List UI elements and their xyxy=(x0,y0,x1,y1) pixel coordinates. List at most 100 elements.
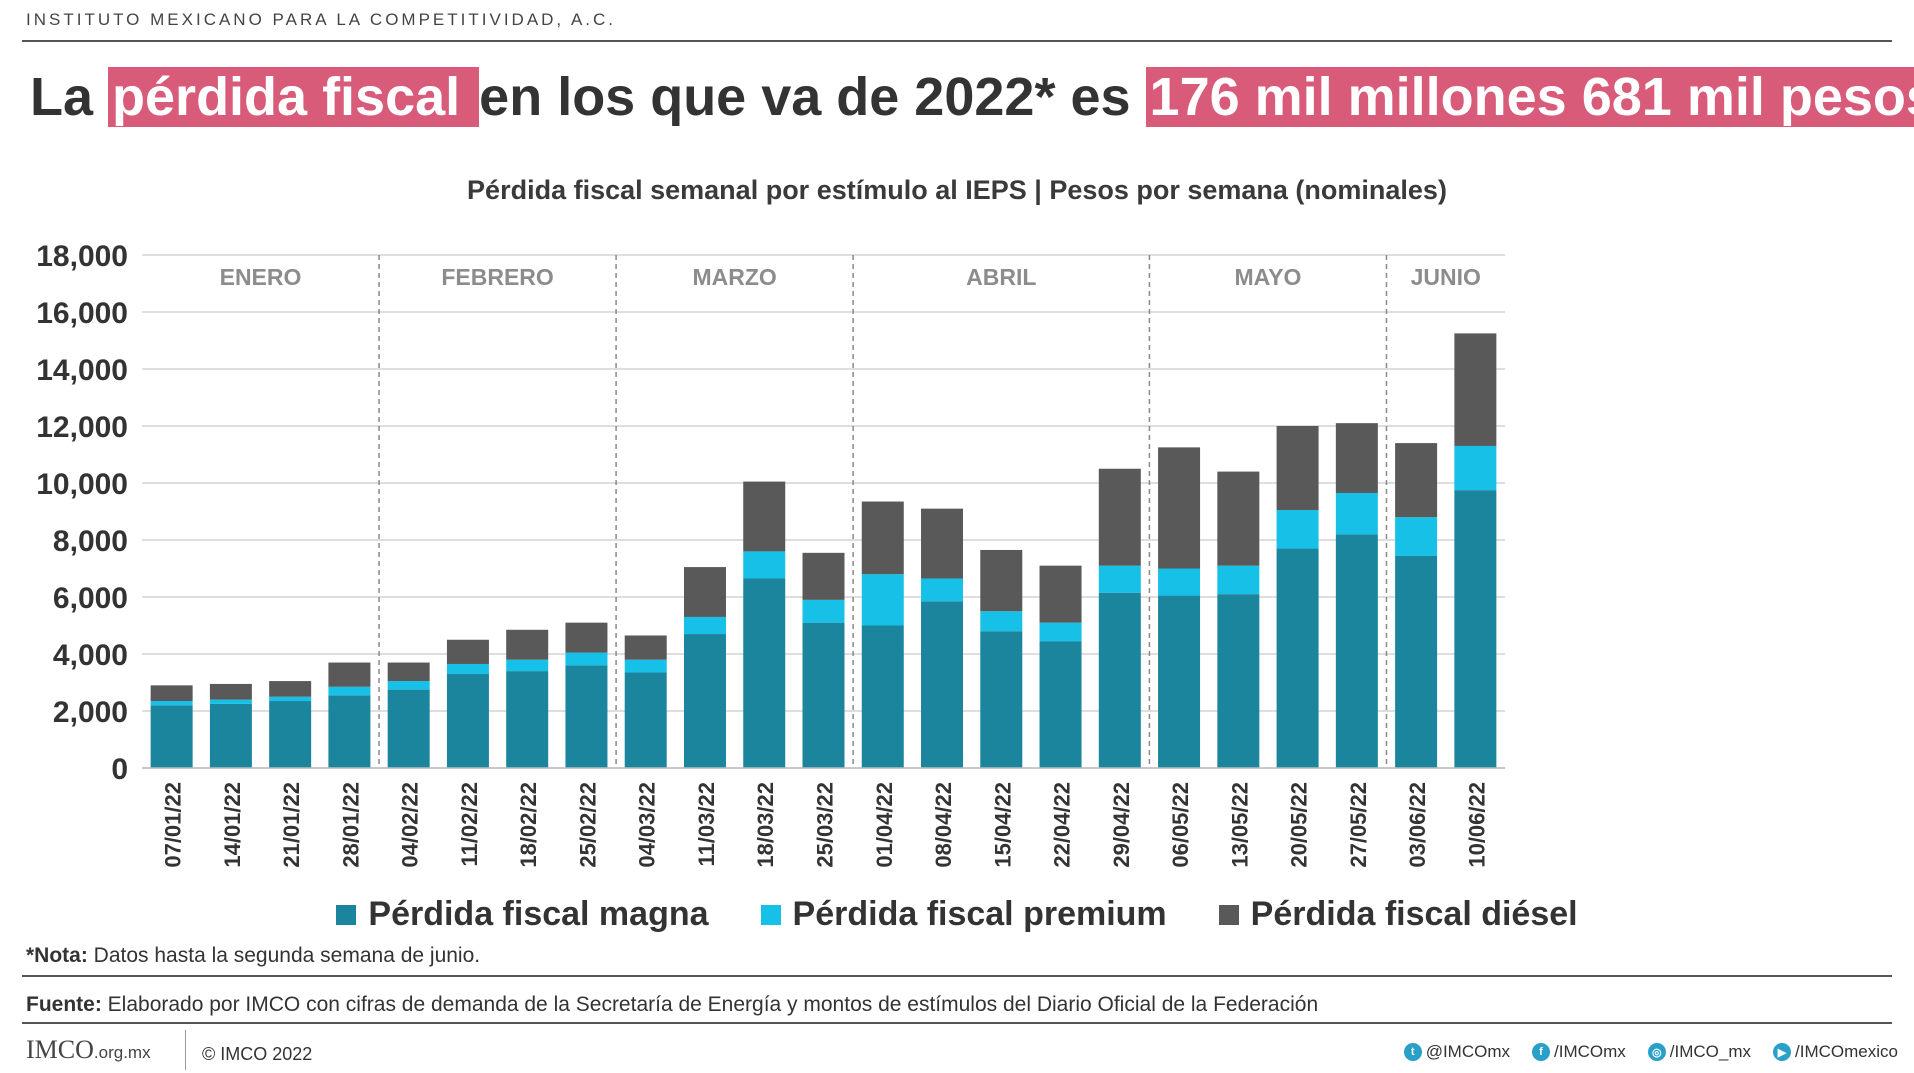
twitter-icon: t xyxy=(1403,1043,1422,1061)
social-instagram-label: /IMCO_mx xyxy=(1669,1042,1752,1061)
bar-magna xyxy=(1395,555,1438,768)
note-label: *Nota: xyxy=(26,944,88,967)
x-tick-label: 15/04/22 xyxy=(990,782,1015,868)
social-facebook-label: /IMCOmx xyxy=(1554,1042,1626,1061)
bar-diesel xyxy=(506,629,549,660)
source-rule-top xyxy=(22,975,1892,977)
imco-logo[interactable]: IMCO.org.mx xyxy=(26,1035,151,1065)
bar-magna xyxy=(328,695,371,768)
bar-premium xyxy=(921,578,964,602)
x-tick-label: 11/03/22 xyxy=(694,782,719,866)
bar-diesel xyxy=(624,635,667,660)
bar-diesel xyxy=(980,549,1023,612)
social-youtube-label: /IMCOmexico xyxy=(1795,1042,1898,1061)
legend-label-diesel: Pérdida fiscal diésel xyxy=(1250,895,1578,933)
bar-diesel xyxy=(1098,468,1141,566)
source-label: Fuente: xyxy=(26,993,102,1016)
y-tick-label: 2,000 xyxy=(53,696,128,729)
bar-premium xyxy=(1039,622,1082,642)
bar-diesel xyxy=(328,662,371,687)
bar-magna xyxy=(980,631,1023,768)
bar-diesel xyxy=(802,552,845,600)
month-label: MAYO xyxy=(1235,264,1302,290)
bar-premium xyxy=(269,696,312,702)
bar-magna xyxy=(1335,534,1378,768)
bar-diesel xyxy=(269,681,312,697)
x-tick-label: 25/02/22 xyxy=(575,782,600,868)
y-tick-label: 10,000 xyxy=(36,468,128,501)
legend-swatch-diesel xyxy=(1218,904,1239,925)
x-tick-label: 22/04/22 xyxy=(1050,782,1075,868)
social-youtube[interactable]: ▶ /IMCOmexico xyxy=(1773,1042,1898,1062)
month-label: JUNIO xyxy=(1411,264,1481,290)
source-rule-bottom xyxy=(22,1022,1892,1024)
bar-premium xyxy=(1217,565,1260,595)
legend-swatch-magna xyxy=(336,904,357,925)
bar-diesel xyxy=(1276,426,1319,511)
x-tick-label: 10/06/22 xyxy=(1464,782,1489,868)
x-tick-label: 03/06/22 xyxy=(1405,782,1430,868)
bar-magna xyxy=(624,672,667,768)
bar-magna xyxy=(1276,548,1319,768)
logo-domain: .org.mx xyxy=(93,1043,151,1062)
y-tick-label: 8,000 xyxy=(53,525,128,558)
chart-legend: Pérdida fiscal magna Pérdida fiscal prem… xyxy=(0,895,1914,934)
x-tick-label: 27/05/22 xyxy=(1346,782,1371,868)
social-instagram[interactable]: ◎ /IMCO_mx xyxy=(1647,1042,1752,1062)
x-tick-label: 18/03/22 xyxy=(753,782,778,868)
title-highlight-2: 176 mil millones 681 mil pesos xyxy=(1145,67,1914,127)
x-tick-label: 14/01/22 xyxy=(220,782,245,868)
bar-premium xyxy=(1276,510,1319,549)
copyright: © IMCO 2022 xyxy=(202,1044,313,1064)
x-tick-label: 21/01/22 xyxy=(279,782,304,868)
legend-swatch-premium xyxy=(760,904,781,925)
x-tick-label: 07/01/22 xyxy=(161,782,186,868)
organization-name: INSTITUTO MEXICANO PARA LA COMPETITIVIDA… xyxy=(26,10,617,29)
legend-item-magna: Pérdida fiscal magna xyxy=(336,895,709,934)
bar-premium xyxy=(980,611,1023,632)
x-tick-label: 04/02/22 xyxy=(398,782,423,868)
source-text: Elaborado por IMCO con cifras de demanda… xyxy=(101,993,1319,1016)
stacked-bar-chart: 0 2,000 4,000 6,000 8,000 10,000 12,000 14,000 1… xyxy=(36,240,1505,868)
bar-premium xyxy=(743,551,786,579)
bar-magna xyxy=(1454,490,1497,768)
y-tick-label: 16,000 xyxy=(36,297,128,330)
bar-magna xyxy=(209,703,252,768)
y-tick-label: 14,000 xyxy=(36,354,128,387)
bar-magna xyxy=(150,705,193,768)
bar-diesel xyxy=(743,481,786,552)
bar-magna xyxy=(1158,595,1201,768)
x-tick-label: 29/04/22 xyxy=(1109,782,1134,868)
bar-magna xyxy=(861,625,904,768)
bar-premium xyxy=(802,599,845,623)
social-twitter[interactable]: t @IMCOmx xyxy=(1403,1042,1510,1062)
x-tick-label: 08/04/22 xyxy=(931,782,956,868)
title-highlight-1: pérdida fiscal xyxy=(108,67,480,127)
y-tick-label: 6,000 xyxy=(53,582,128,615)
bar-diesel xyxy=(683,567,726,617)
x-tick-label: 13/05/22 xyxy=(1227,782,1252,868)
page-title: La pérdida fiscal en los que va de 2022*… xyxy=(30,66,1914,128)
legend-label-magna: Pérdida fiscal magna xyxy=(368,895,709,933)
bar-diesel xyxy=(861,501,904,575)
bar-premium xyxy=(446,663,489,674)
bar-magna xyxy=(802,622,845,768)
x-tick-label: 04/03/22 xyxy=(635,782,660,868)
bar-magna xyxy=(506,671,549,768)
month-label: ABRIL xyxy=(966,264,1036,290)
bar-premium xyxy=(861,574,904,626)
chart-note: *Nota: Datos hasta la segunda semana de … xyxy=(26,944,480,968)
month-label: FEBRERO xyxy=(441,264,553,290)
x-tick-label: 11/02/22 xyxy=(457,782,482,866)
bar-premium xyxy=(506,659,549,672)
bar-premium xyxy=(624,659,667,673)
bar-premium xyxy=(565,652,608,666)
bar-diesel xyxy=(150,685,193,702)
note-text: Datos hasta la segunda semana de junio. xyxy=(87,944,481,967)
bar-magna xyxy=(743,578,786,768)
bar-magna xyxy=(683,634,726,768)
bar-diesel xyxy=(1454,333,1497,446)
bar-diesel xyxy=(446,639,489,664)
social-facebook[interactable]: f /IMCOmx xyxy=(1532,1042,1626,1062)
header-rule xyxy=(22,40,1892,42)
